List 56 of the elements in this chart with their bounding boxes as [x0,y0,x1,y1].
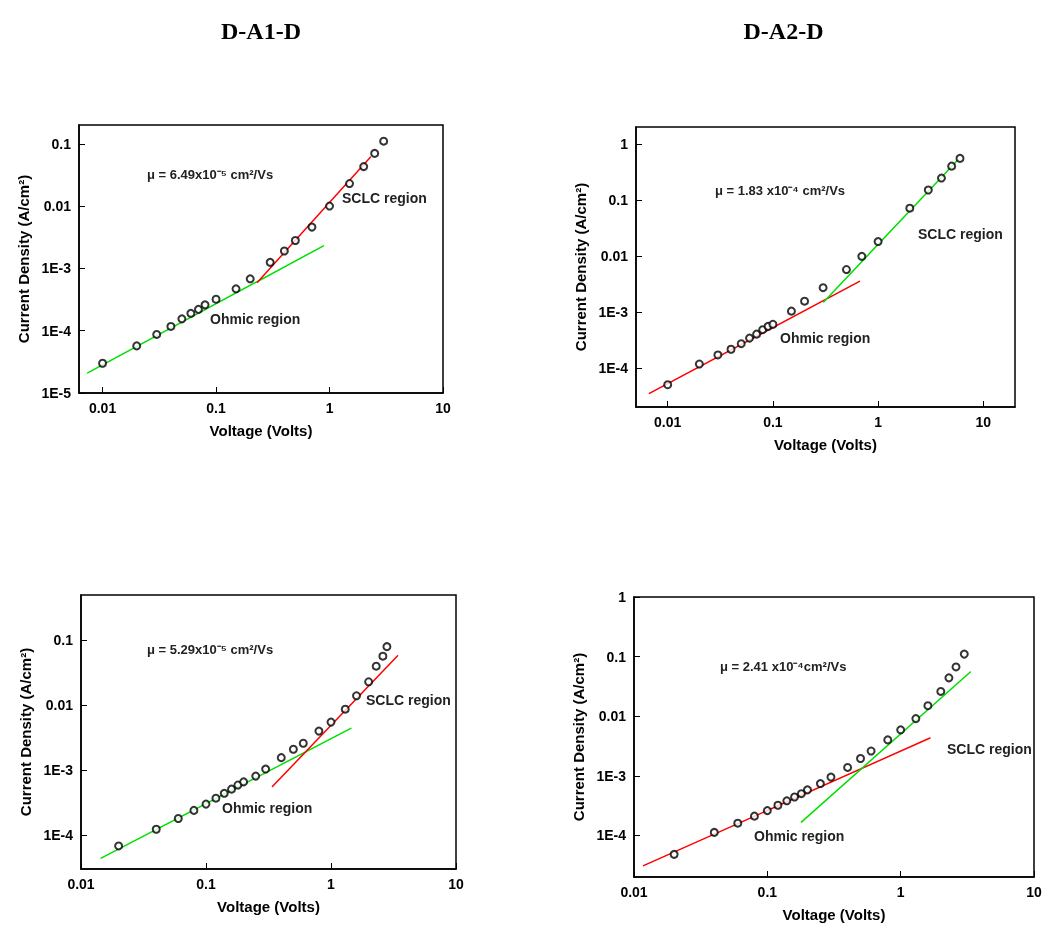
x-tick-label: 0.01 [67,876,95,892]
annotation: SCLC region [366,692,451,708]
x-axis-title: Voltage (Volts) [782,906,886,923]
x-tick-label: 1 [874,414,883,430]
x-tick-label: 0.1 [763,414,783,430]
annotation: μ = 5.29x10⁻⁵ cm²/Vs [147,642,274,657]
y-axis-title: Current Density (A/cm²) [16,647,34,817]
y-tick-label: 1E-4 [596,827,627,844]
annotation: SCLC region [342,190,427,206]
x-axis-title: Voltage (Volts) [774,436,877,453]
x-tick-label: 10 [1026,884,1042,900]
x-tick-label: 1 [325,400,334,416]
x-axis-title: Voltage (Volts) [217,898,320,915]
y-tick-label: 1E-3 [41,260,72,277]
x-tick-label: 10 [435,400,451,416]
x-tick-label: 10 [975,414,992,430]
y-tick-label: 0.1 [53,632,74,649]
annotation: Ohmic region [210,311,301,327]
annotation: Ohmic region [222,800,313,816]
x-tick-label: 10 [448,876,464,892]
annotation: μ = 1.83 x10⁻⁴ cm²/Vs [715,183,846,198]
y-tick-label: 0.1 [606,648,627,665]
annotation: Ohmic region [780,330,871,346]
y-tick-label: 1 [620,135,629,152]
x-tick-label: 1 [896,884,905,900]
y-axis-title: Current Density (A/cm²) [571,182,589,352]
y-tick-label: 1E-3 [596,767,627,784]
y-tick-label: 0.01 [600,247,629,264]
y-tick-label: 1E-4 [41,322,72,339]
x-tick-label: 0.1 [757,884,778,900]
x-tick-label: 0.01 [654,414,682,430]
y-tick-label: 0.01 [598,708,627,725]
x-tick-label: 1 [327,876,336,892]
y-tick-label: 0.1 [608,191,629,208]
y-tick-label: 1E-5 [41,385,72,401]
annotation: μ = 2.41 x10⁻⁴cm²/Vs [720,659,847,674]
annotation: SCLC region [918,226,1003,242]
x-tick-label: 0.1 [206,400,226,416]
y-tick-label: 1E-4 [43,827,74,844]
x-tick-label: 0.1 [196,876,216,892]
y-axis-title: Current Density (A/cm²) [14,174,32,344]
chart-title: D-A2-D [743,18,824,44]
annotation: Ohmic region [754,828,845,844]
annotation: SCLC region [947,741,1032,757]
y-axis-title: Current Density (A/cm²) [569,652,587,822]
y-tick-label: 0.01 [45,697,74,714]
y-tick-label: 1E-3 [598,303,629,320]
chart-title: D-A1-D [221,18,301,44]
y-tick-label: 1E-4 [598,359,629,376]
x-axis-title: Voltage (Volts) [209,422,313,439]
y-tick-label: 1 [618,589,627,605]
y-tick-label: 0.1 [51,135,72,152]
x-tick-label: 0.01 [88,400,117,416]
annotation: μ = 6.49x10⁻⁵ cm²/Vs [147,167,274,182]
y-tick-label: 1E-3 [43,762,74,779]
y-tick-label: 0.01 [43,198,72,215]
